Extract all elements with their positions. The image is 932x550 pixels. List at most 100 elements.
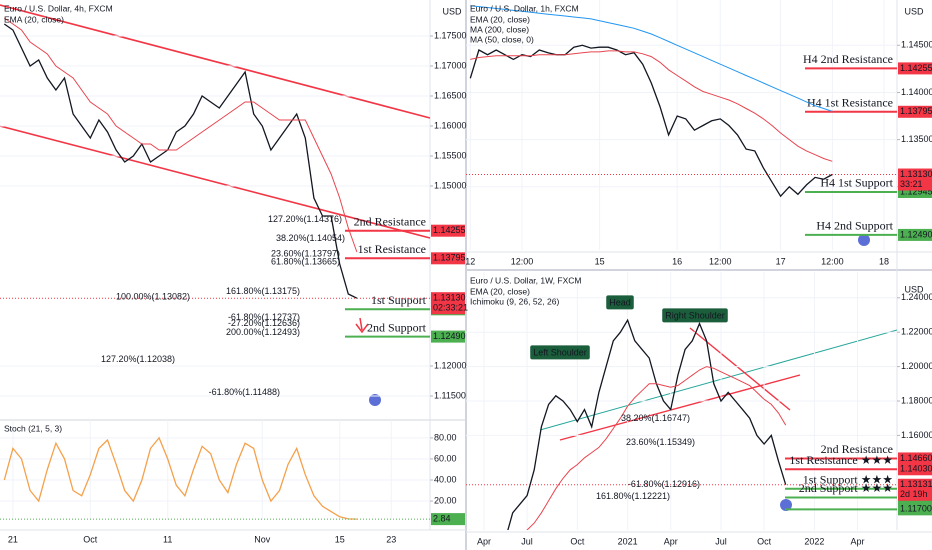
last-price-label: 1.13130	[433, 293, 466, 303]
fib-label: 100.00%(1.13082)	[116, 291, 190, 301]
price-badge-label: 1.13795	[433, 253, 466, 263]
y-tick-label: 1.22000	[901, 327, 932, 337]
series-line	[470, 50, 833, 162]
price-badge-label: 1.12945	[900, 186, 932, 196]
fib-label: 23.60%(1.13797)	[271, 249, 340, 259]
x-tick-label: 12:00	[821, 256, 844, 266]
y-tick-label: 1.14500	[901, 40, 932, 50]
y-tick-label: 1.16000	[434, 120, 467, 130]
last-price-label: 1.13130	[900, 169, 932, 179]
neckline	[539, 329, 898, 431]
indicator-label: Ichimoku (9, 26, 52, 26)	[470, 296, 559, 306]
x-tick-label: 15	[595, 256, 605, 266]
pattern-label: Head	[609, 297, 631, 307]
y-tick-label: 1.24000	[901, 292, 932, 302]
indicator-label: EMA (20, close)	[470, 14, 530, 24]
indicator-label: EMA (20, close)	[470, 286, 530, 296]
x-tick-label: 16	[672, 256, 682, 266]
pattern-badge	[606, 295, 634, 310]
fib-label: 38.20%(1.14054)	[276, 233, 345, 243]
y-tick-label: 1.14000	[901, 87, 932, 97]
x-tick-label: 17	[776, 256, 786, 266]
countdown: 2d 19h	[900, 489, 928, 499]
level-label: 2nd Resistance	[821, 442, 893, 456]
x-tick-label: Apr	[850, 536, 864, 546]
price-badge	[431, 330, 465, 343]
x-tick-label: 2022	[804, 536, 824, 546]
x-tick-label: Oct	[83, 534, 98, 544]
countdown: 02:33:21	[433, 303, 468, 313]
price-badge-label: 1.13795	[900, 106, 932, 116]
fib-label: 127.20%(1.12038)	[101, 354, 175, 364]
y-tick-label: 1.15000	[434, 180, 467, 190]
fib-label: 200.00%(1.12493)	[226, 327, 300, 337]
level-label: H4 2nd Support	[816, 219, 893, 233]
x-tick-label: Jul	[521, 536, 533, 546]
panel: 1.17500 1.17000 1.16500 1.16000 1.15500 1.150…	[0, 3, 468, 400]
fib-label: 161.80%(1.12221)	[596, 491, 670, 501]
x-tick-label: 12:00	[709, 256, 732, 266]
x-tick-label: 21	[8, 534, 18, 544]
price-badge-label: 1.12490	[433, 331, 466, 341]
last-price-badge	[898, 168, 932, 191]
price-badge-label: 1.14030	[900, 464, 932, 474]
level-label: 1st Support ★★★	[803, 472, 893, 486]
x-tick-label: 18	[879, 256, 889, 266]
x-tick-label: Jul	[715, 536, 727, 546]
pattern-badge	[662, 308, 728, 323]
trend-line	[0, 125, 431, 239]
chart-title: Euro / U.S. Dollar, 4h, FXCM	[4, 3, 113, 13]
pattern-label: Left Shoulder	[533, 347, 587, 357]
level-label: 1st Resistance	[358, 242, 426, 256]
level-label: 1st Resistance ★★★	[789, 453, 893, 467]
level-label: H4 1st Resistance	[807, 96, 893, 110]
price-badge-label: 1.11700	[900, 504, 932, 514]
x-tick-label: Apr	[477, 536, 491, 546]
level-label: H4 1st Support	[820, 176, 893, 190]
series-line	[3, 23, 358, 299]
x-tick-label: Oct	[570, 536, 585, 546]
pattern-label: Right Shoulder	[665, 310, 725, 320]
y-tick-label: 80.00	[434, 432, 457, 442]
x-tick-label: 15	[335, 534, 345, 544]
last-price-label: 2.84	[433, 513, 451, 523]
last-price-badge	[431, 513, 465, 526]
y-tick-label: 1.17000	[434, 60, 467, 70]
level-label: 2nd Resistance	[354, 214, 426, 228]
price-badge	[898, 452, 932, 465]
price-badge	[898, 62, 932, 75]
chart-title: Stoch (21, 5, 3)	[4, 423, 62, 433]
trend-line	[0, 4, 431, 119]
panel: 1.145001.140001.135001.130001212:0015161…	[465, 0, 932, 266]
y-tick-label: 1.20000	[901, 361, 932, 371]
y-tick-label: 1.16000	[901, 430, 932, 440]
x-tick-label: Apr	[664, 536, 678, 546]
pattern-badge	[530, 345, 590, 360]
series-line	[3, 436, 357, 520]
arrow	[355, 317, 369, 334]
last-price-badge	[431, 292, 465, 315]
price-badge-label: 1.14255	[433, 225, 466, 235]
x-tick-label: Oct	[757, 536, 772, 546]
series-line	[470, 5, 833, 112]
y-tick-label: 1.18000	[901, 395, 932, 405]
y-tick-label: 40.00	[434, 474, 457, 484]
currency: USD	[442, 6, 462, 16]
price-badge	[898, 228, 932, 241]
series-line	[469, 44, 833, 198]
y-tick-label: 1.13500	[901, 134, 932, 144]
x-tick-label: 12:00	[511, 256, 534, 266]
level-label: 1st Support	[371, 293, 427, 307]
x-tick-label: 12	[465, 256, 475, 266]
indicator-label: MA (50, close, 0)	[470, 34, 534, 44]
chart-title: Euro / U.S. Dollar, 1h, FXCM	[470, 3, 579, 13]
event-icon	[780, 499, 792, 511]
y-tick-label: 60.00	[434, 453, 457, 463]
countdown: 33:21	[900, 179, 923, 189]
price-badge-label: 1.14255	[900, 63, 932, 73]
chart-title: Euro / U.S. Dollar, 1W, FXCM	[470, 275, 581, 285]
last-price-badge	[898, 478, 932, 501]
level-label: H4 2nd Resistance	[803, 52, 893, 66]
